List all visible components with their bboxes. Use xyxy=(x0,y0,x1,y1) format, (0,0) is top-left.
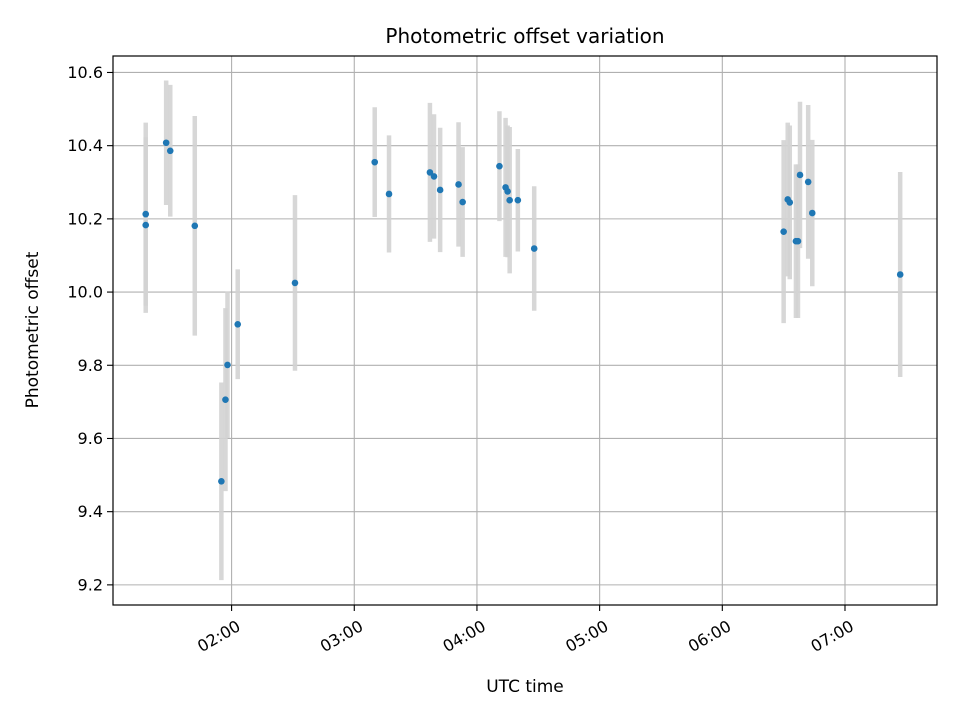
data-point xyxy=(459,198,466,206)
data-point xyxy=(896,271,904,278)
y-tick-label: 10.6 xyxy=(67,63,103,82)
data-point xyxy=(430,173,438,180)
data-point xyxy=(436,186,444,194)
data-point xyxy=(222,396,229,403)
data-point xyxy=(224,361,231,369)
error-bars xyxy=(143,80,903,581)
data-point xyxy=(796,171,804,179)
data-point xyxy=(504,188,511,195)
data-point xyxy=(808,209,816,217)
data-point xyxy=(786,199,794,206)
y-tick-label: 9.6 xyxy=(78,429,103,448)
y-tick-label: 10.4 xyxy=(67,136,103,155)
data-point xyxy=(794,237,802,245)
data-point xyxy=(804,178,812,186)
data-point xyxy=(496,162,503,170)
data-point xyxy=(530,245,538,252)
data-point xyxy=(291,279,299,287)
data-point xyxy=(191,222,199,230)
data-point xyxy=(385,190,393,198)
x-tick-label: 04:00 xyxy=(440,616,489,656)
data-point xyxy=(780,228,787,235)
x-tick-label: 02:00 xyxy=(194,616,243,656)
x-tick-label: 06:00 xyxy=(685,616,734,656)
data-point xyxy=(514,196,522,204)
y-tick-label: 10.0 xyxy=(67,283,103,302)
data-point xyxy=(455,181,462,188)
y-axis-label: Photometric offset xyxy=(23,251,43,408)
x-tick-label: 05:00 xyxy=(562,616,611,656)
data-point xyxy=(371,158,379,166)
data-point xyxy=(506,196,513,204)
data-point xyxy=(142,221,150,229)
data-point xyxy=(234,320,242,328)
data-points xyxy=(142,139,904,485)
chart-title: Photometric offset variation xyxy=(385,24,664,48)
data-point xyxy=(166,147,174,155)
y-tick-label: 9.4 xyxy=(78,502,103,521)
data-point xyxy=(142,210,150,218)
x-axis-label: UTC time xyxy=(486,677,564,697)
y-tick-label: 10.2 xyxy=(67,209,103,228)
plot-frame xyxy=(112,55,938,606)
data-point xyxy=(426,169,434,176)
data-point xyxy=(162,139,170,147)
data-point xyxy=(218,477,225,485)
x-tick-label: 07:00 xyxy=(808,616,857,656)
x-tick-label: 03:00 xyxy=(317,616,366,656)
y-tick-label: 9.2 xyxy=(78,575,103,594)
y-tick-label: 9.8 xyxy=(78,356,103,375)
